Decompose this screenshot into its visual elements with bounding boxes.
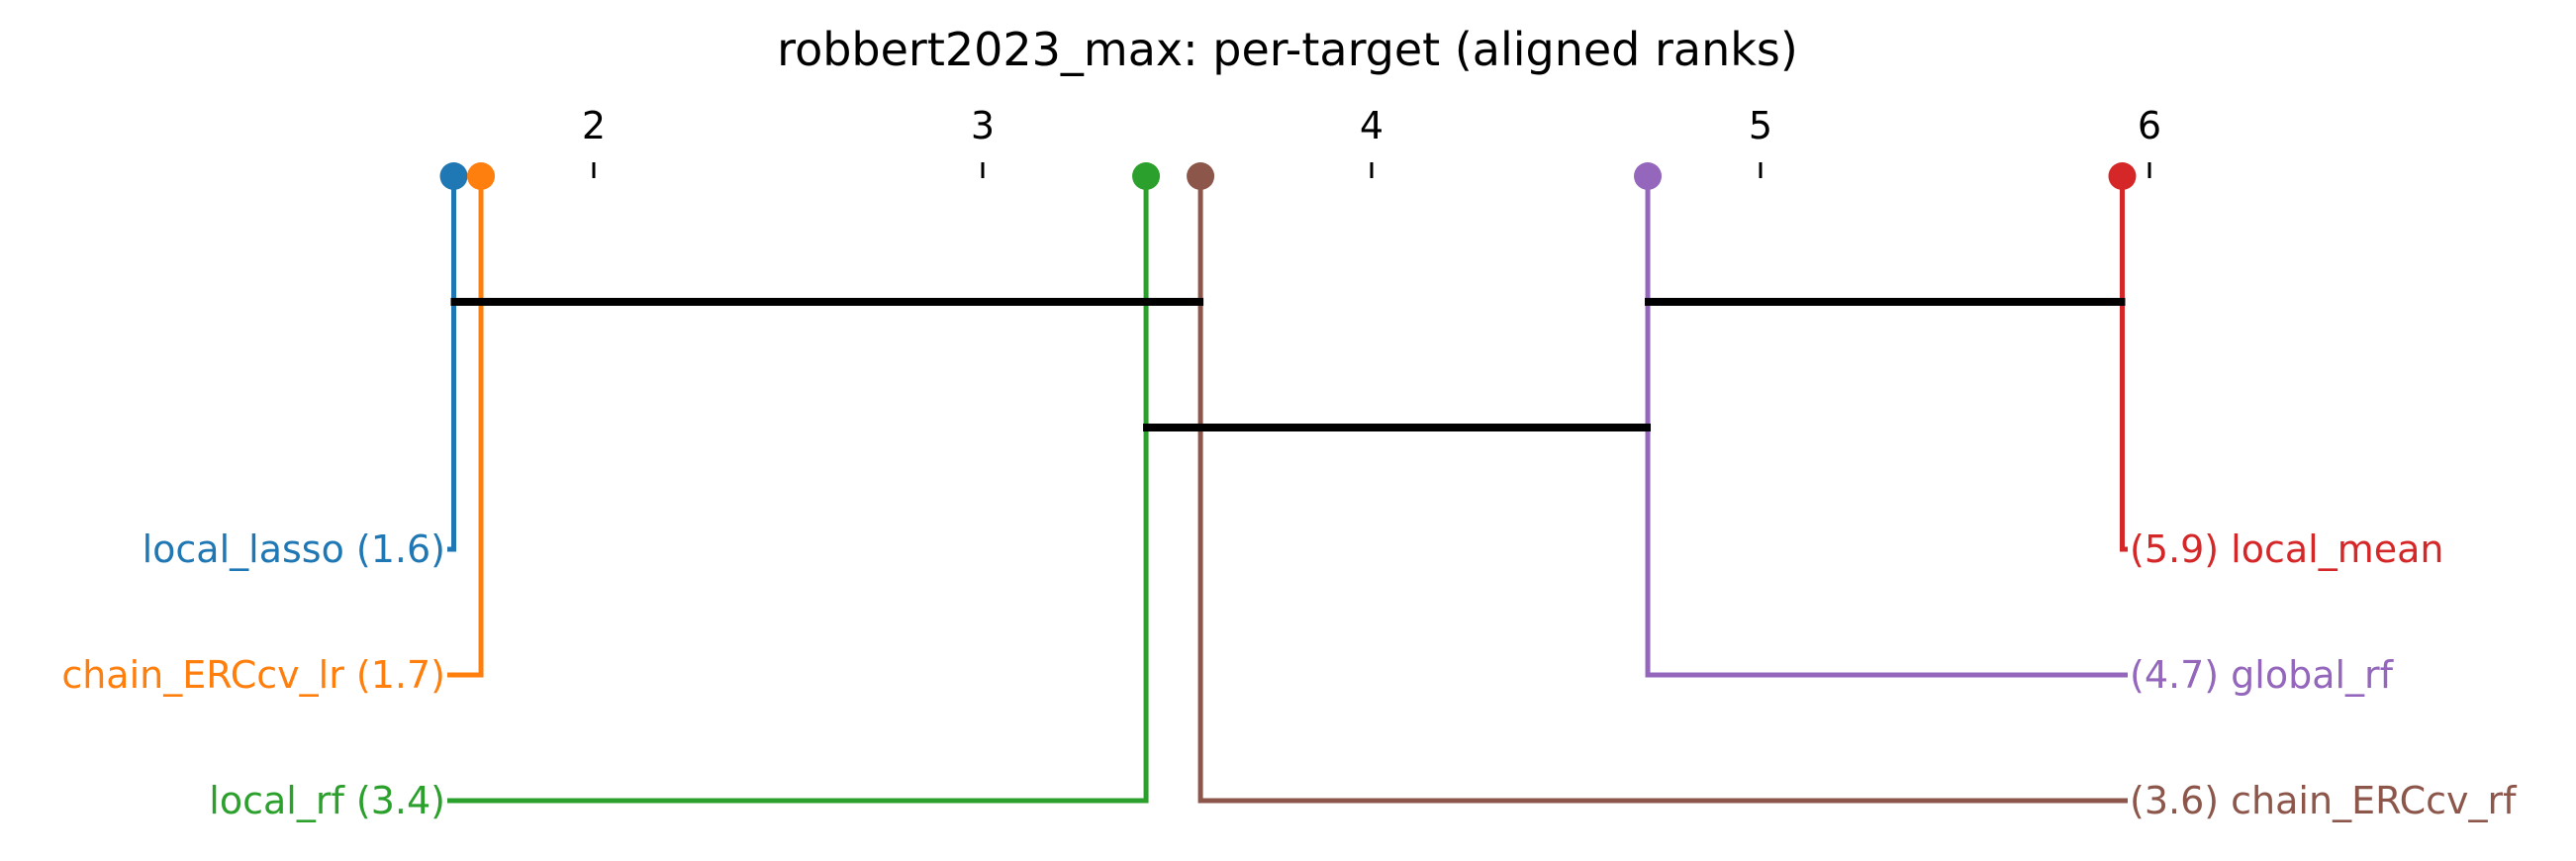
method-label-global_rf: (4.7) global_rf: [2130, 653, 2395, 697]
rank-marker-chain_ERCcv_rf: [1187, 162, 1215, 190]
rank-marker-local_lasso: [439, 162, 468, 190]
method-label-local_mean: (5.9) local_mean: [2130, 527, 2443, 571]
tick-label: 4: [1360, 104, 1383, 147]
tick-label: 5: [1749, 104, 1772, 147]
method-label-local_lasso: local_lasso (1.6): [143, 527, 445, 571]
method-labels: local_lasso (1.6) chain_ERCcv_lr (1.7) loc…: [61, 527, 2518, 822]
rank-markers: [439, 162, 2137, 190]
method-stem-chain_ERCcv_lr: [447, 176, 484, 678]
rank-marker-local_rf: [1132, 162, 1161, 190]
method-stem-chain_ERCcv_rf: [1197, 176, 2128, 804]
rank-marker-local_mean: [2108, 162, 2137, 190]
method-stem-local_mean: [2119, 176, 2128, 552]
method-stem-local_rf: [447, 176, 1149, 804]
method-stem-global_rf: [1645, 176, 2128, 678]
tick-label: 6: [2138, 104, 2161, 147]
clique-bars: [450, 298, 2126, 431]
rank-marker-chain_ERCcv_lr: [467, 162, 496, 190]
chart-title: robbert2023_max: per-target (aligned ran…: [777, 23, 1798, 76]
method-stems: [447, 176, 2128, 804]
method-label-chain_ERCcv_lr: chain_ERCcv_lr (1.7): [61, 653, 445, 697]
method-label-local_rf: local_rf (3.4): [209, 779, 445, 822]
tick-label: 3: [971, 104, 995, 147]
tick-label: 2: [582, 104, 606, 147]
method-label-chain_ERCcv_rf: (3.6) chain_ERCcv_rf: [2130, 779, 2518, 822]
method-stem-local_lasso: [447, 176, 457, 552]
axis-ticks: 2 3 4 5 6: [582, 104, 2161, 178]
rank-marker-global_rf: [1634, 162, 1663, 190]
